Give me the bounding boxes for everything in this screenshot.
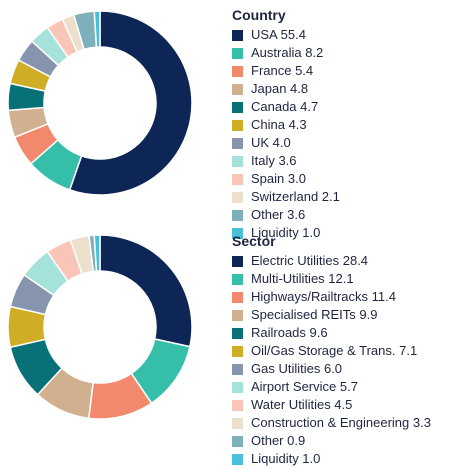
sector-legend-label: Highways/Railtracks 11.4: [251, 289, 396, 304]
country-legend-label: Other 3.6: [251, 207, 306, 222]
country-legend-swatch: [232, 209, 243, 221]
country-legend-item-canada: Canada 4.7: [232, 98, 340, 116]
country-legend-title: Country: [232, 7, 286, 23]
country-legend-label: France 5.4: [251, 63, 314, 78]
country-legend-item-france: France 5.4: [232, 62, 340, 80]
country-legend-items: USA 55.4 Australia 8.2 France 5.4 Japan 4.8…: [232, 26, 340, 242]
country-legend-item-uk: UK 4.0: [232, 134, 340, 152]
country-legend-item-japan: Japan 4.8: [232, 80, 340, 98]
sector-legend-swatch: [232, 291, 243, 303]
sector-legend-swatch: [232, 435, 243, 447]
sector-legend-swatch: [232, 363, 243, 375]
country-legend-item-italy: Italy 3.6: [232, 152, 340, 170]
country-legend-item-australia: Australia 8.2: [232, 44, 340, 62]
sector-legend-label: Other 0.9: [251, 433, 306, 448]
sector-legend-swatch: [232, 399, 243, 411]
country-legend-swatch: [232, 155, 243, 167]
country-legend-swatch: [232, 47, 243, 59]
sector-legend-label: Construction & Engineering 3.3: [251, 415, 431, 430]
sector-legend-item-multi-utilities: Multi-Utilities 12.1: [232, 270, 431, 288]
sector-legend-label: Water Utilities 4.5: [251, 397, 353, 412]
country-legend-label: UK 4.0: [251, 135, 291, 150]
country-legend-label: Spain 3.0: [251, 171, 306, 186]
sector-legend-swatch: [232, 345, 243, 357]
sector-legend-label: Multi-Utilities 12.1: [251, 271, 354, 286]
country-legend-swatch: [232, 29, 243, 41]
country-legend-swatch: [232, 227, 243, 239]
sector-legend-item-construction-engineering: Construction & Engineering 3.3: [232, 414, 431, 432]
country-legend-item-other: Other 3.6: [232, 206, 340, 224]
country-legend-swatch: [232, 137, 243, 149]
sector-legend-title: Sector: [232, 233, 276, 249]
sector-legend-item-gas-utilities: Gas Utilities 6.0: [232, 360, 431, 378]
sector-legend-label: Liquidity 1.0: [251, 451, 321, 466]
sector-slice-liquidity: [93, 234, 101, 272]
country-legend-swatch: [232, 83, 243, 95]
sector-legend-swatch: [232, 273, 243, 285]
country-legend-item-usa: USA 55.4: [232, 26, 340, 44]
sector-legend-swatch: [232, 309, 243, 321]
sector-legend-label: Railroads 9.6: [251, 325, 328, 340]
sector-legend-item-airport-service: Airport Service 5.7: [232, 378, 431, 396]
country-legend-item-liquidity: Liquidity 1.0: [232, 224, 340, 242]
sector-legend-item-other: Other 0.9: [232, 432, 431, 450]
country-legend-label: China 4.3: [251, 117, 307, 132]
sector-legend-swatch: [232, 381, 243, 393]
country-legend-item-switzerland: Switzerland 2.1: [232, 188, 340, 206]
country-legend-swatch: [232, 65, 243, 77]
country-legend-swatch: [232, 191, 243, 203]
sector-legend-item-highways-railtracks: Highways/Railtracks 11.4: [232, 288, 431, 306]
sector-slice-electric-utilities: [99, 234, 193, 348]
sector-legend-swatch: [232, 417, 243, 429]
sector-legend-item-liquidity: Liquidity 1.0: [232, 450, 431, 468]
sector-legend-item-electric-utilities: Electric Utilities 28.4: [232, 252, 431, 270]
sector-legend-swatch: [232, 327, 243, 339]
sector-legend-item-specialised-reits: Specialised REITs 9.9: [232, 306, 431, 324]
country-legend-item-spain: Spain 3.0: [232, 170, 340, 188]
country-legend-label: Australia 8.2: [251, 45, 324, 60]
country-legend-label: Liquidity 1.0: [251, 225, 321, 240]
country-legend-label: USA 55.4: [251, 27, 306, 42]
sector-legend-item-oil-gas-storage-trans: Oil/Gas Storage & Trans. 7.1: [232, 342, 431, 360]
country-legend-swatch: [232, 101, 243, 113]
country-legend-swatch: [232, 119, 243, 131]
sector-legend-label: Specialised REITs 9.9: [251, 307, 378, 322]
sector-legend-swatch: [232, 255, 243, 267]
sector-legend-item-railroads: Railroads 9.6: [232, 324, 431, 342]
sector-legend-label: Airport Service 5.7: [251, 379, 358, 394]
country-legend: Country USA 55.4 Australia 8.2 France 5.4 J…: [232, 6, 340, 242]
sector-donut-chart: [7, 234, 193, 420]
country-legend-label: Japan 4.8: [251, 81, 309, 96]
sector-legend-swatch: [232, 453, 243, 465]
sector-legend-items: Electric Utilities 28.4 Multi-Utilities 1…: [232, 252, 431, 468]
country-legend-label: Canada 4.7: [251, 99, 319, 114]
sector-legend: Sector Electric Utilities 28.4 Multi-Util…: [232, 232, 431, 468]
sector-legend-label: Oil/Gas Storage & Trans. 7.1: [251, 343, 418, 358]
country-legend-label: Switzerland 2.1: [251, 189, 340, 204]
country-legend-swatch: [232, 173, 243, 185]
country-slice-usa: [68, 10, 193, 196]
sector-legend-label: Gas Utilities 6.0: [251, 361, 343, 376]
country-legend-label: Italy 3.6: [251, 153, 297, 168]
sector-legend-item-water-utilities: Water Utilities 4.5: [232, 396, 431, 414]
country-legend-item-china: China 4.3: [232, 116, 340, 134]
sector-legend-label: Electric Utilities 28.4: [251, 253, 369, 268]
country-donut-chart: [7, 10, 193, 196]
country-slice-liquidity: [93, 10, 101, 48]
